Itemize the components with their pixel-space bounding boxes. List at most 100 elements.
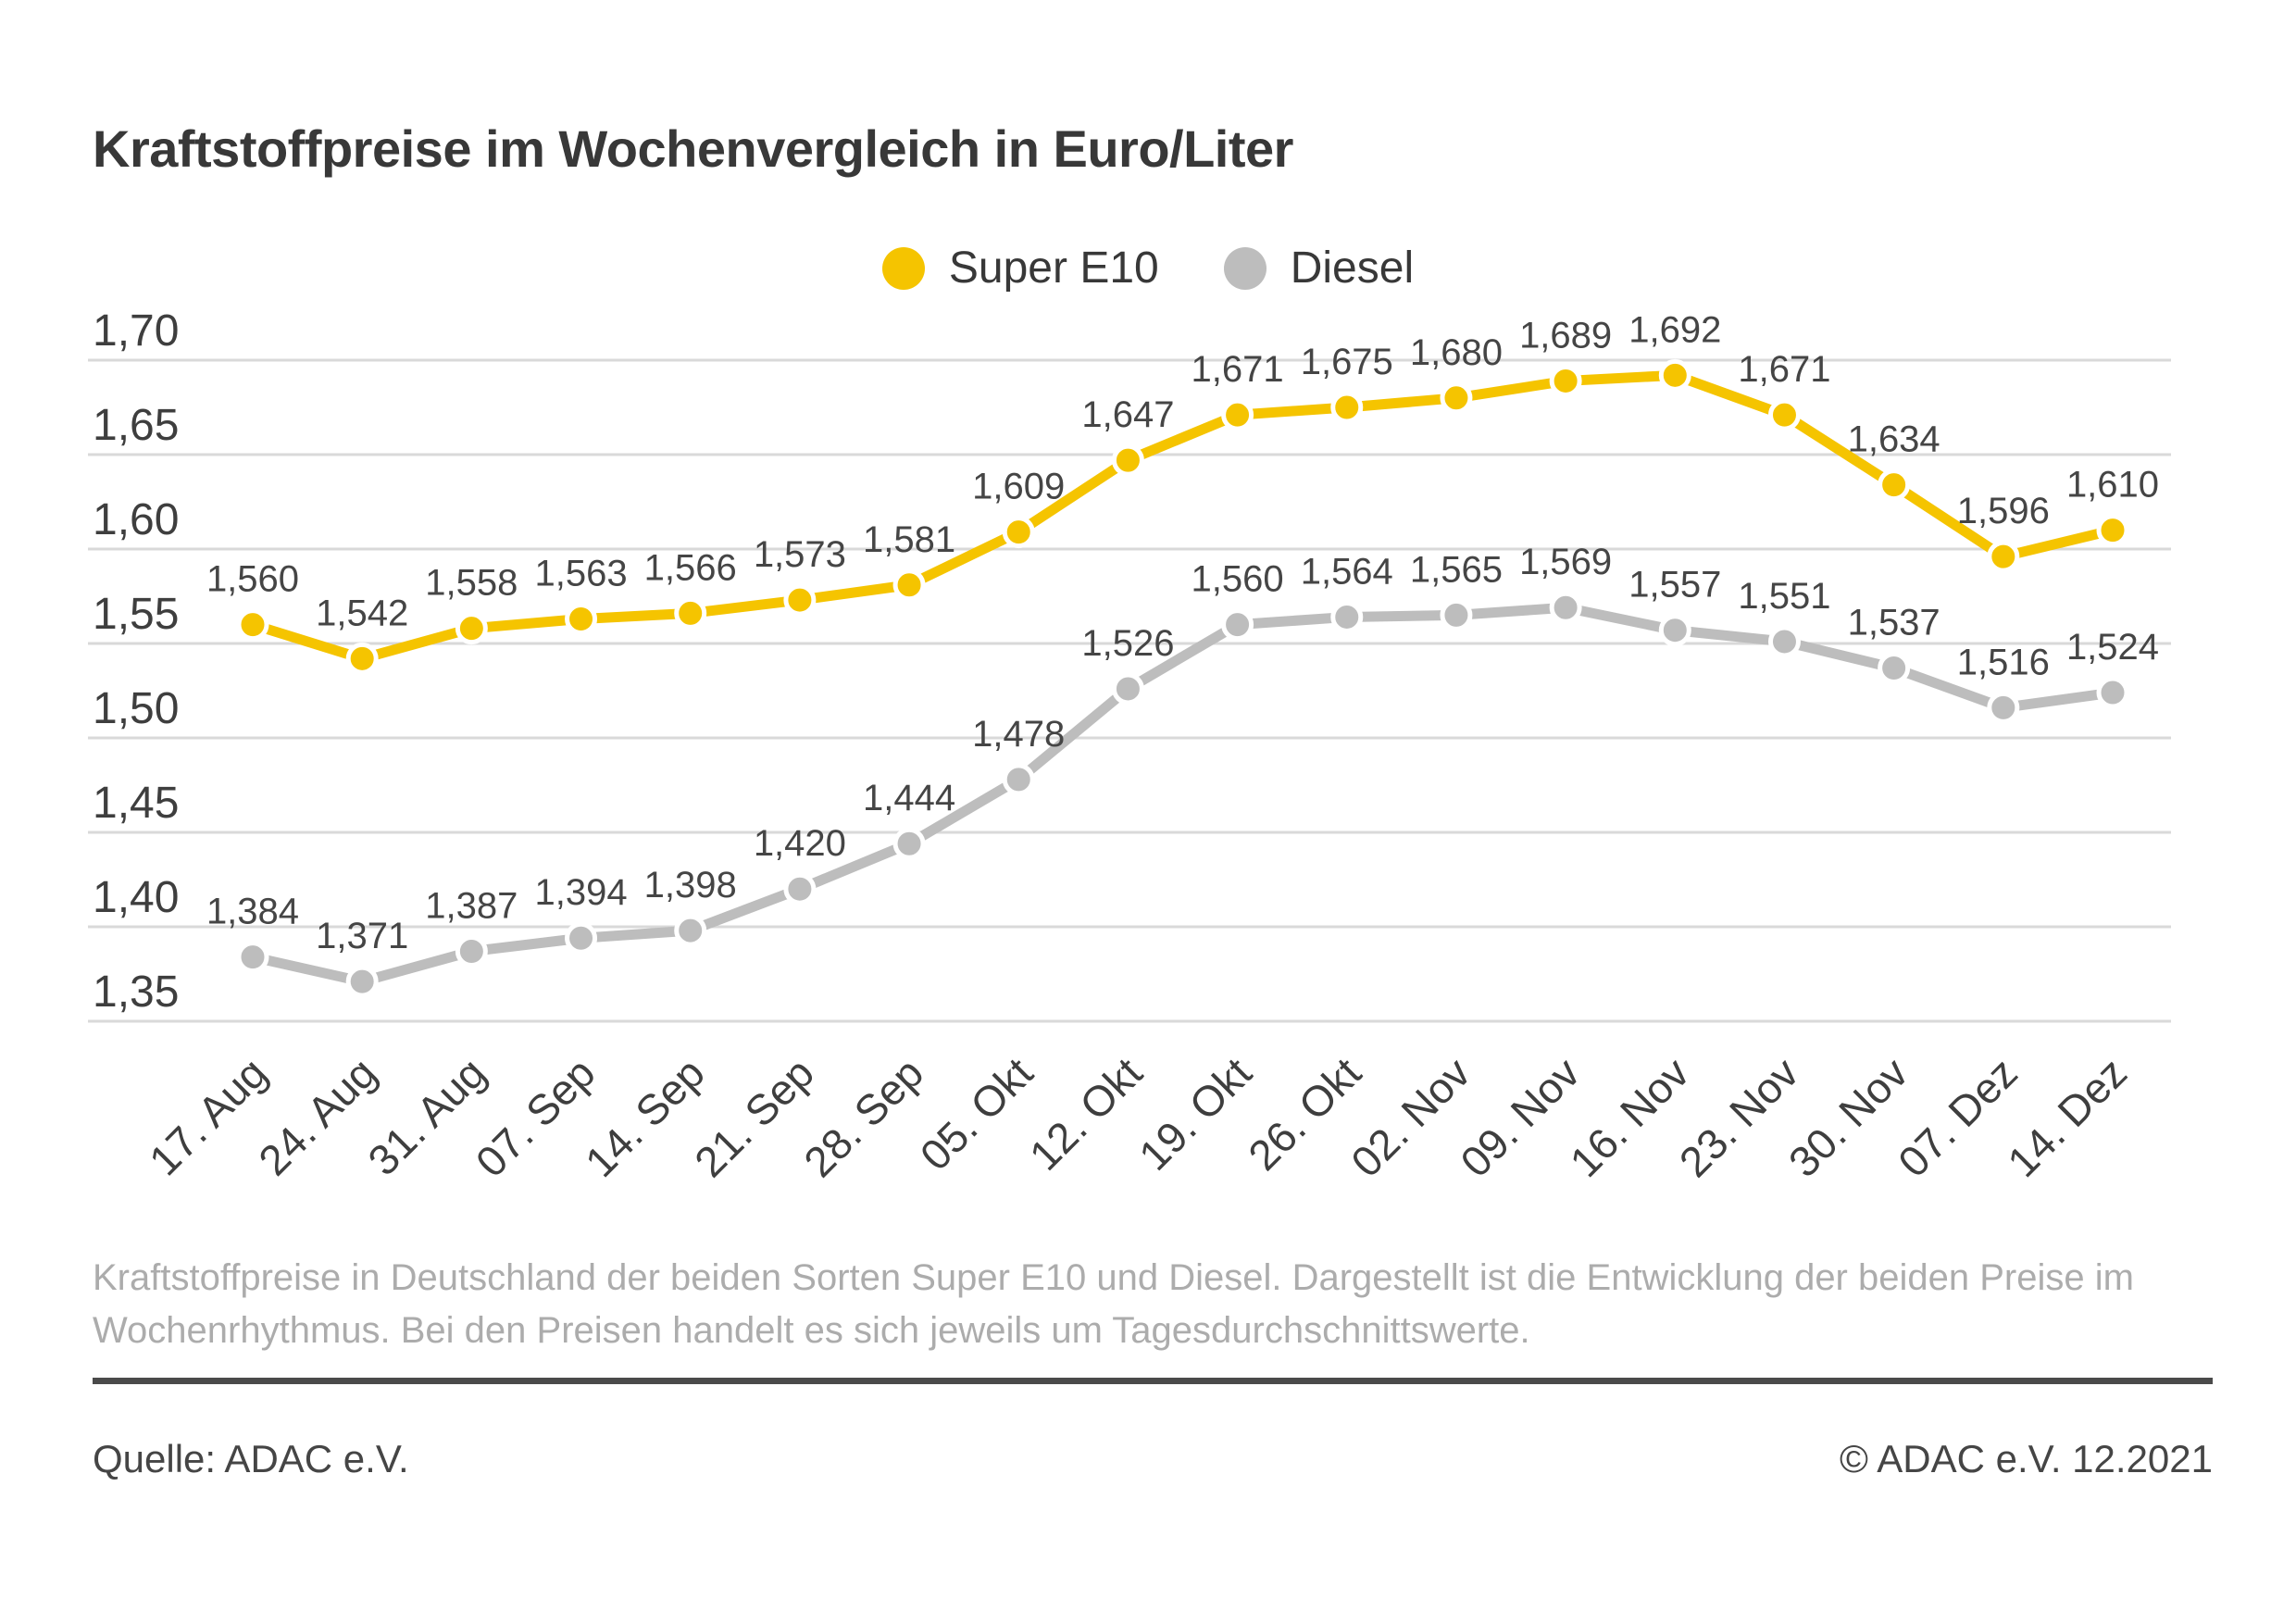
y-axis-tick-label: 1,45 (93, 779, 179, 828)
data-point-label: 1,526 (1081, 623, 1174, 664)
series-line-super-e10 (251, 369, 2115, 664)
data-point-label: 1,398 (644, 865, 737, 905)
data-point (892, 827, 926, 860)
data-point (345, 642, 379, 675)
data-point-label: 1,394 (534, 872, 627, 913)
data-point-label: 1,563 (534, 553, 627, 593)
x-axis-tick-label: 16. Nov (1560, 1048, 1698, 1186)
data-point-label: 1,610 (2066, 465, 2159, 506)
data-point (1767, 398, 1801, 431)
x-axis-tick-label: 30. Nov (1779, 1048, 1917, 1186)
chart-legend: Super E10 Diesel (0, 243, 2296, 293)
x-axis-tick-label: 24. Aug (249, 1048, 385, 1184)
data-point-label: 1,387 (425, 886, 518, 927)
legend-label-diesel: Diesel (1290, 244, 1415, 293)
copyright-label: © ADAC e.V. 12.2021 (1840, 1437, 2213, 1480)
x-axis-tick-label: 14. Sep (576, 1048, 714, 1186)
data-point (1111, 672, 1144, 706)
data-point-label: 1,557 (1628, 565, 1721, 606)
data-point (565, 921, 598, 955)
data-point-label: 1,609 (972, 467, 1065, 507)
data-point (783, 872, 817, 905)
divider (93, 1378, 2213, 1384)
data-point (2096, 676, 2129, 709)
data-point (1767, 625, 1801, 658)
data-point-label: 1,444 (863, 778, 955, 818)
data-point (1658, 358, 1691, 392)
data-point-label: 1,680 (1410, 332, 1503, 373)
data-point (236, 608, 269, 642)
data-point-label: 1,565 (1410, 549, 1503, 590)
data-point (345, 965, 379, 998)
data-point (455, 935, 488, 968)
diesel-dot-icon (1223, 246, 1267, 290)
data-point-label: 1,384 (206, 892, 299, 932)
data-point (1221, 398, 1254, 431)
data-point-label: 1,524 (2066, 627, 2159, 668)
data-point-label: 1,558 (425, 563, 518, 604)
data-point (236, 941, 269, 974)
x-axis-tick-label: 17. Aug (140, 1048, 276, 1184)
data-point (674, 914, 707, 947)
data-point (1987, 691, 2020, 724)
data-point (1111, 443, 1144, 477)
data-point (565, 602, 598, 635)
data-point-label: 1,560 (1192, 559, 1284, 600)
data-point-label: 1,569 (1519, 542, 1612, 582)
data-point (1330, 600, 1364, 633)
data-point-label: 1,634 (1848, 419, 1940, 460)
legend-label-super-e10: Super E10 (948, 244, 1159, 293)
x-axis-tick-label: 02. Nov (1341, 1048, 1479, 1186)
data-point (1549, 364, 1582, 397)
data-point (1878, 652, 1911, 685)
data-point-label: 1,551 (1738, 576, 1830, 617)
y-axis-tick-label: 1,65 (93, 401, 179, 450)
source-label: Quelle: ADAC e.V. (93, 1437, 409, 1480)
data-point-label: 1,671 (1738, 349, 1830, 390)
x-axis-tick-label: 28. Sep (794, 1048, 932, 1186)
data-point-label: 1,564 (1301, 551, 1393, 592)
series-line-diesel (251, 602, 2114, 987)
data-point (455, 612, 488, 645)
data-point-label: 1,675 (1301, 342, 1393, 382)
data-point-label: 1,566 (644, 547, 737, 588)
x-axis-tick-label: 09. Nov (1451, 1048, 1589, 1186)
legend-item-super-e10: Super E10 (881, 243, 1159, 293)
data-point (1878, 468, 1911, 502)
super-e10-dot-icon (881, 246, 925, 290)
data-point-label: 1,560 (206, 559, 299, 600)
page-title: Kraftstoffpreise im Wochenvergleich in E… (93, 119, 1293, 178)
y-axis-tick-label: 1,40 (93, 873, 179, 922)
data-point-label: 1,689 (1519, 315, 1612, 356)
data-point (1549, 591, 1582, 624)
data-point (1987, 540, 2020, 573)
data-point-label: 1,516 (1957, 642, 2050, 682)
data-point-label: 1,420 (754, 823, 846, 864)
data-point-label: 1,573 (754, 534, 846, 575)
x-axis-tick-label: 12. Okt (1020, 1048, 1152, 1180)
x-axis-tick-label: 19. Okt (1129, 1048, 1261, 1180)
data-point-label: 1,542 (316, 593, 408, 633)
data-point-label: 1,537 (1848, 603, 1940, 643)
x-axis-tick-label: 23. Nov (1670, 1048, 1808, 1186)
data-point-label: 1,581 (863, 519, 955, 560)
data-point (1002, 763, 1035, 796)
x-axis-tick-label: 07. Sep (467, 1048, 605, 1186)
x-axis-tick-label: 05. Okt (911, 1048, 1042, 1180)
chart-description: Kraftstoffpreise in Deutschland der beid… (93, 1257, 2134, 1351)
data-point (2096, 514, 2129, 547)
data-point-label: 1,596 (1957, 491, 2050, 531)
data-point (1002, 516, 1035, 549)
data-point (674, 596, 707, 630)
y-axis-tick-label: 1,55 (93, 590, 179, 639)
data-point (1658, 614, 1691, 647)
data-point (783, 583, 817, 617)
data-point (1440, 381, 1473, 415)
data-point-label: 1,478 (972, 714, 1065, 755)
data-point (1330, 391, 1364, 424)
x-axis-tick-label: 07. Dez (1889, 1048, 2027, 1186)
y-axis-tick-label: 1,35 (93, 968, 179, 1017)
data-point-label: 1,671 (1192, 349, 1284, 390)
data-point (892, 568, 926, 602)
